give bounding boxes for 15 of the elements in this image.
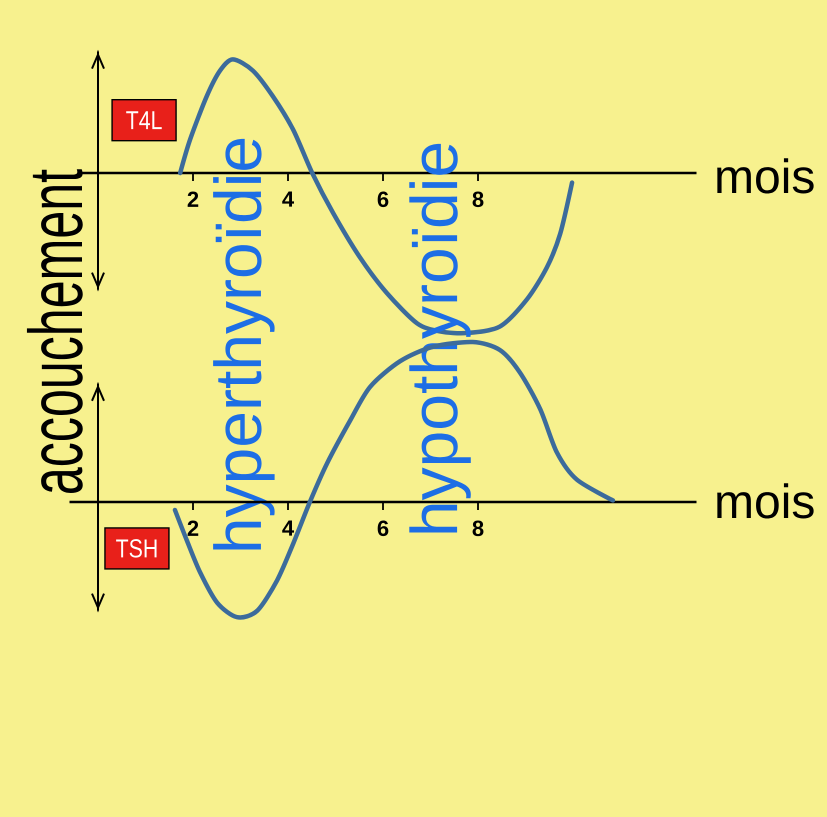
x-tick-label: 6 [378, 520, 388, 536]
x-tick-label: 4 [282, 192, 294, 207]
x-tick-label: 4 [282, 520, 294, 536]
x-axis-title: mois [717, 158, 814, 194]
annotation: hyperthyroïdie [213, 138, 275, 550]
x-tick-label: 8 [472, 192, 484, 208]
x-tick-label: 6 [378, 192, 388, 208]
series-label: TSH [116, 539, 157, 558]
annotation: hypothyroïdie [409, 144, 471, 533]
x-axis-title: mois [717, 483, 814, 518]
series-label: T4L [126, 111, 162, 130]
x-tick-label: 8 [472, 520, 484, 536]
x-tick-label: 2 [188, 192, 198, 207]
x-tick-label: 2 [188, 520, 198, 536]
ref-line-label: accouchement [26, 169, 83, 493]
